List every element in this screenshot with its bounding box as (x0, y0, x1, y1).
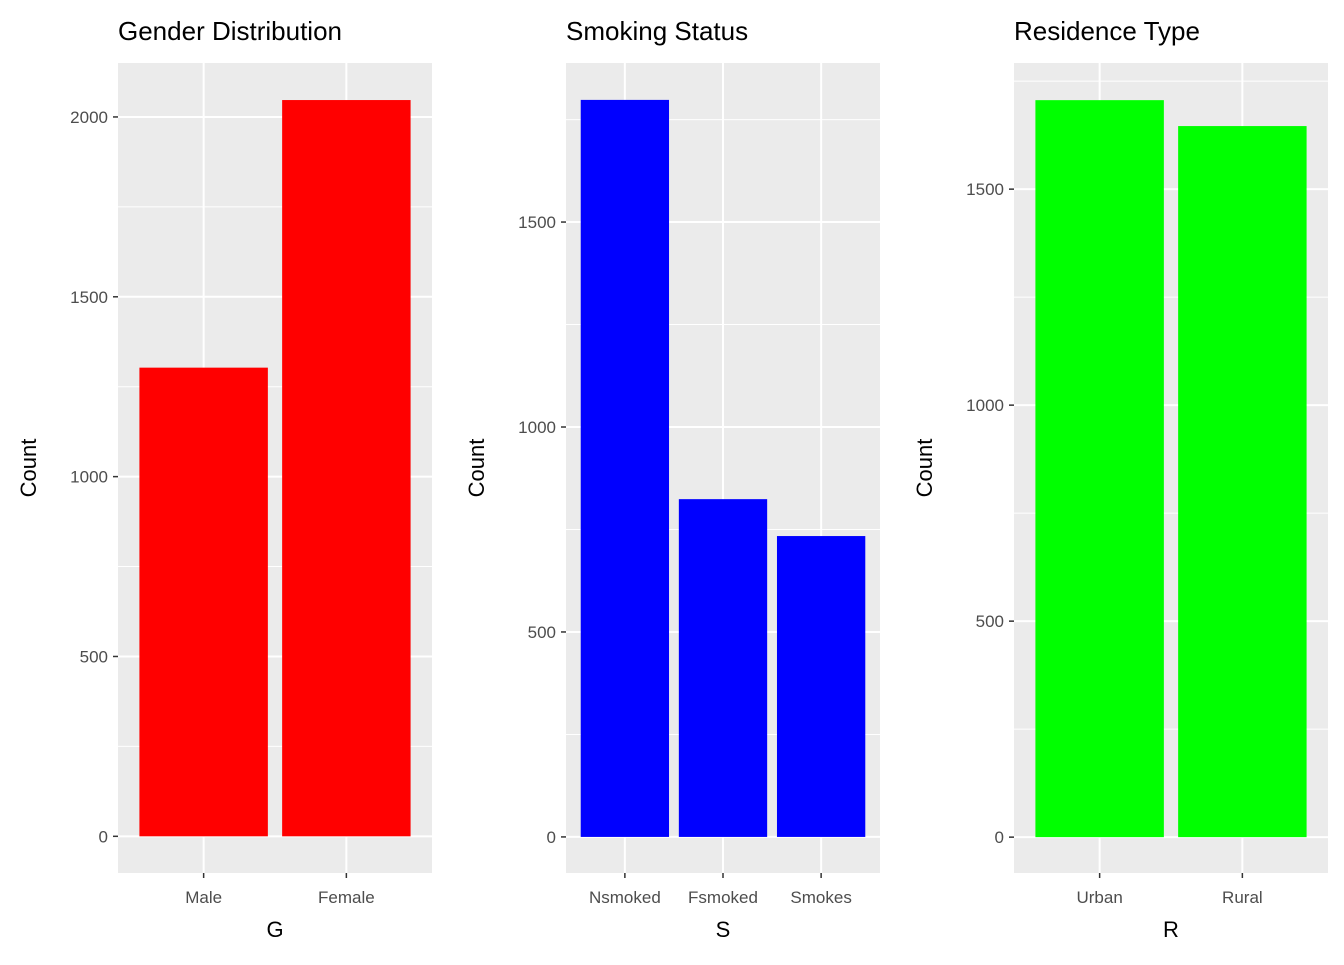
y-tick-label: 1000 (70, 468, 108, 487)
y-tick-label: 0 (99, 827, 108, 846)
chart-title: Residence Type (1014, 16, 1200, 46)
bar-smokes (776, 536, 866, 837)
x-axis-label: S (716, 917, 731, 942)
x-tick-label: Nsmoked (589, 888, 661, 907)
x-tick-label: Rural (1222, 888, 1263, 907)
x-tick-label: Female (318, 888, 375, 907)
y-tick-label: 1500 (518, 213, 556, 232)
y-axis-label: Count (912, 439, 937, 498)
bar-urban (1035, 100, 1164, 838)
chart-title: Gender Distribution (118, 16, 342, 46)
bar-rural (1178, 126, 1307, 838)
panel-1: 0 500 1000 1500 2000 Male Female Gender Distrib… (16, 16, 432, 942)
x-tick-label: Male (185, 888, 222, 907)
x-tick-label: Smokes (790, 888, 851, 907)
panel-2: 0 500 1000 1500 Nsmoked Fsmoked Smokes Smoking … (464, 16, 880, 942)
y-axis-label: Count (464, 439, 489, 498)
y-tick-label: 2000 (70, 108, 108, 127)
y-tick-label: 1000 (518, 418, 556, 437)
y-tick-label: 1000 (966, 396, 1004, 415)
x-tick-label: Fsmoked (688, 888, 758, 907)
y-tick-label: 500 (528, 623, 556, 642)
panel-3: 0 500 1000 1500 Urban Rural Residence Type R Cou… (912, 16, 1328, 942)
y-tick-label: 500 (80, 647, 108, 666)
bar-female (282, 100, 411, 837)
bar-male (139, 367, 268, 837)
y-tick-label: 1500 (70, 288, 108, 307)
y-tick-label: 0 (995, 828, 1004, 847)
x-axis-label: R (1163, 917, 1179, 942)
bar-nsmoked (580, 99, 670, 837)
y-tick-label: 0 (547, 828, 556, 847)
chart-title: Smoking Status (566, 16, 748, 46)
y-tick-label: 500 (976, 612, 1004, 631)
y-axis-label: Count (16, 439, 41, 498)
x-axis-label: G (266, 917, 283, 942)
bar-fsmoked (678, 499, 768, 837)
x-tick-label: Urban (1076, 888, 1122, 907)
y-tick-label: 1500 (966, 180, 1004, 199)
